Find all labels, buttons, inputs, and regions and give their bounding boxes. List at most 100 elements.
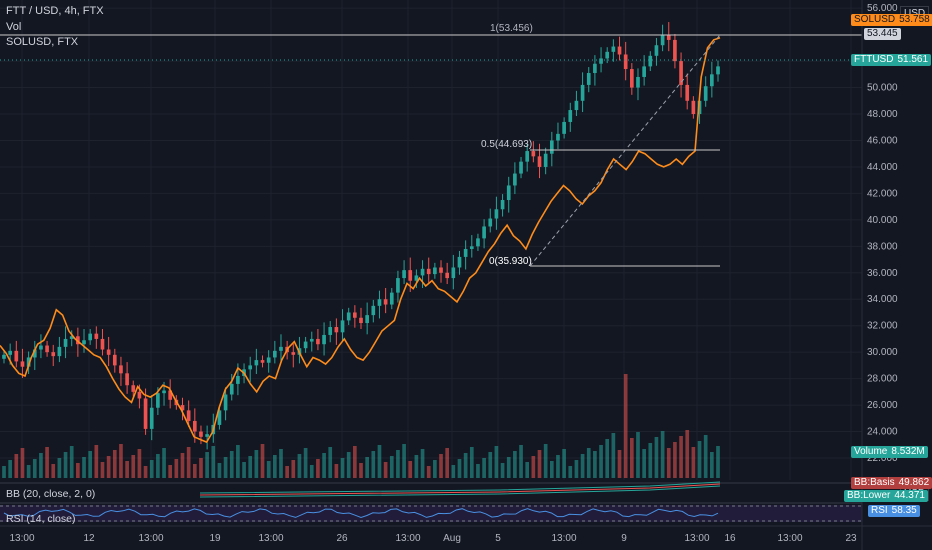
volume-bar: [402, 444, 406, 478]
volume-bar: [488, 452, 493, 478]
candle-body: [611, 46, 616, 52]
rsi-pane: [0, 502, 862, 522]
candle-body: [414, 275, 419, 281]
volume-bar: [236, 445, 240, 478]
time-axis[interactable]: 13:00 12 13:00 19 13:00 26 13:00 Aug 5 13:00 9 13:0…: [9, 533, 857, 544]
time-tick: 13:00: [9, 533, 34, 544]
volume-bar: [328, 447, 333, 478]
volume-bar: [611, 433, 616, 478]
volume-bar: [217, 463, 222, 478]
candle-body: [137, 391, 142, 399]
volume-bar: [420, 449, 425, 478]
volume-bar: [710, 452, 714, 478]
price-tick: 36.000: [867, 268, 898, 279]
candle-body: [100, 338, 105, 350]
volume-bar: [457, 459, 462, 478]
volume-bar: [439, 454, 443, 478]
volume-bar: [648, 443, 653, 478]
price-tick: 32.000: [867, 321, 898, 332]
volume-bar: [389, 456, 394, 478]
volume-bar: [414, 455, 419, 478]
ftt-candles: [2, 22, 720, 450]
candle-body: [703, 86, 708, 101]
candle-body: [716, 66, 720, 75]
volume-bar: [371, 451, 376, 478]
volume-bar: [112, 450, 117, 478]
candle-body: [328, 327, 333, 335]
time-tick: 16: [724, 533, 736, 544]
volume-bar: [346, 452, 351, 478]
volume-bar: [408, 461, 413, 478]
rsi-legend[interactable]: RSI (14, close): [6, 513, 76, 525]
candle-body: [642, 66, 646, 77]
fib-level-05-label: 0.5(44.693): [481, 139, 532, 150]
price-tick: 56.000: [867, 3, 898, 14]
candle-body: [525, 151, 530, 162]
volume-bar: [57, 458, 62, 478]
candle-body: [2, 354, 6, 359]
candle-body: [57, 346, 62, 357]
bb-legend[interactable]: BB (20, close, 2, 0): [6, 488, 96, 500]
fib-retracement[interactable]: 1(53.456) 0.5(44.693) 0(35.930): [0, 23, 862, 267]
candle-body: [377, 299, 382, 306]
candle-body: [162, 390, 166, 394]
volume-bar: [593, 451, 597, 478]
candle-body: [574, 100, 579, 111]
candle-body: [439, 267, 443, 273]
candle-body: [556, 133, 560, 141]
volume-bar: [32, 459, 37, 478]
volume-bar: [365, 457, 369, 478]
candle-body: [156, 393, 160, 408]
candle-body: [623, 54, 628, 70]
volume-bar: [580, 454, 585, 478]
price-tick: 26.000: [867, 400, 898, 411]
volume-bar: [316, 459, 320, 478]
volume-bar: [494, 446, 499, 478]
candle-body: [26, 357, 31, 367]
candle-body: [353, 312, 357, 318]
volume-bar: [143, 466, 148, 478]
symbol-title[interactable]: FTT / USD, 4h, FTX: [6, 5, 104, 17]
volume-bar: [617, 450, 622, 478]
candle-body: [316, 338, 320, 345]
candle-body: [531, 151, 536, 157]
volume-bar: [20, 448, 25, 478]
candle-body: [223, 394, 228, 411]
candle-body: [629, 69, 634, 88]
candle-body: [149, 407, 154, 429]
candle-body: [309, 338, 314, 342]
volume-bar: [260, 444, 265, 478]
volume-bar: [266, 461, 271, 478]
time-tick: 13:00: [138, 533, 163, 544]
price-axis[interactable]: 56.00054.00052.00050.00048.00046.00044.0…: [867, 3, 898, 490]
candle-body: [605, 51, 610, 59]
volume-bar: [703, 435, 708, 478]
volume-bar: [279, 449, 283, 478]
candle-body: [88, 333, 93, 341]
candle-body: [660, 34, 665, 46]
candle-body: [648, 55, 653, 67]
overlay-legend[interactable]: SOLUSD, FTX: [6, 36, 79, 48]
candle-body: [272, 350, 277, 358]
candle-body: [568, 110, 573, 122]
volume-bar: [14, 454, 19, 478]
fib-level-0-label: 0(35.930): [489, 256, 532, 267]
volume-bar: [574, 460, 579, 478]
candle-body: [679, 61, 683, 85]
candle-body: [654, 45, 659, 56]
candle-body: [685, 84, 690, 101]
volume-bar: [248, 456, 253, 478]
candle-body: [549, 140, 554, 154]
volume-legend[interactable]: Vol: [6, 21, 22, 33]
volume-bar: [599, 445, 603, 478]
candle-body: [593, 63, 597, 74]
volume-bar: [531, 456, 536, 478]
candle-body: [322, 334, 326, 345]
candle-body: [125, 373, 129, 386]
candle-body: [14, 350, 19, 362]
volume-bar: [205, 452, 209, 478]
candle-body: [51, 352, 56, 357]
volume-bar: [685, 430, 690, 478]
